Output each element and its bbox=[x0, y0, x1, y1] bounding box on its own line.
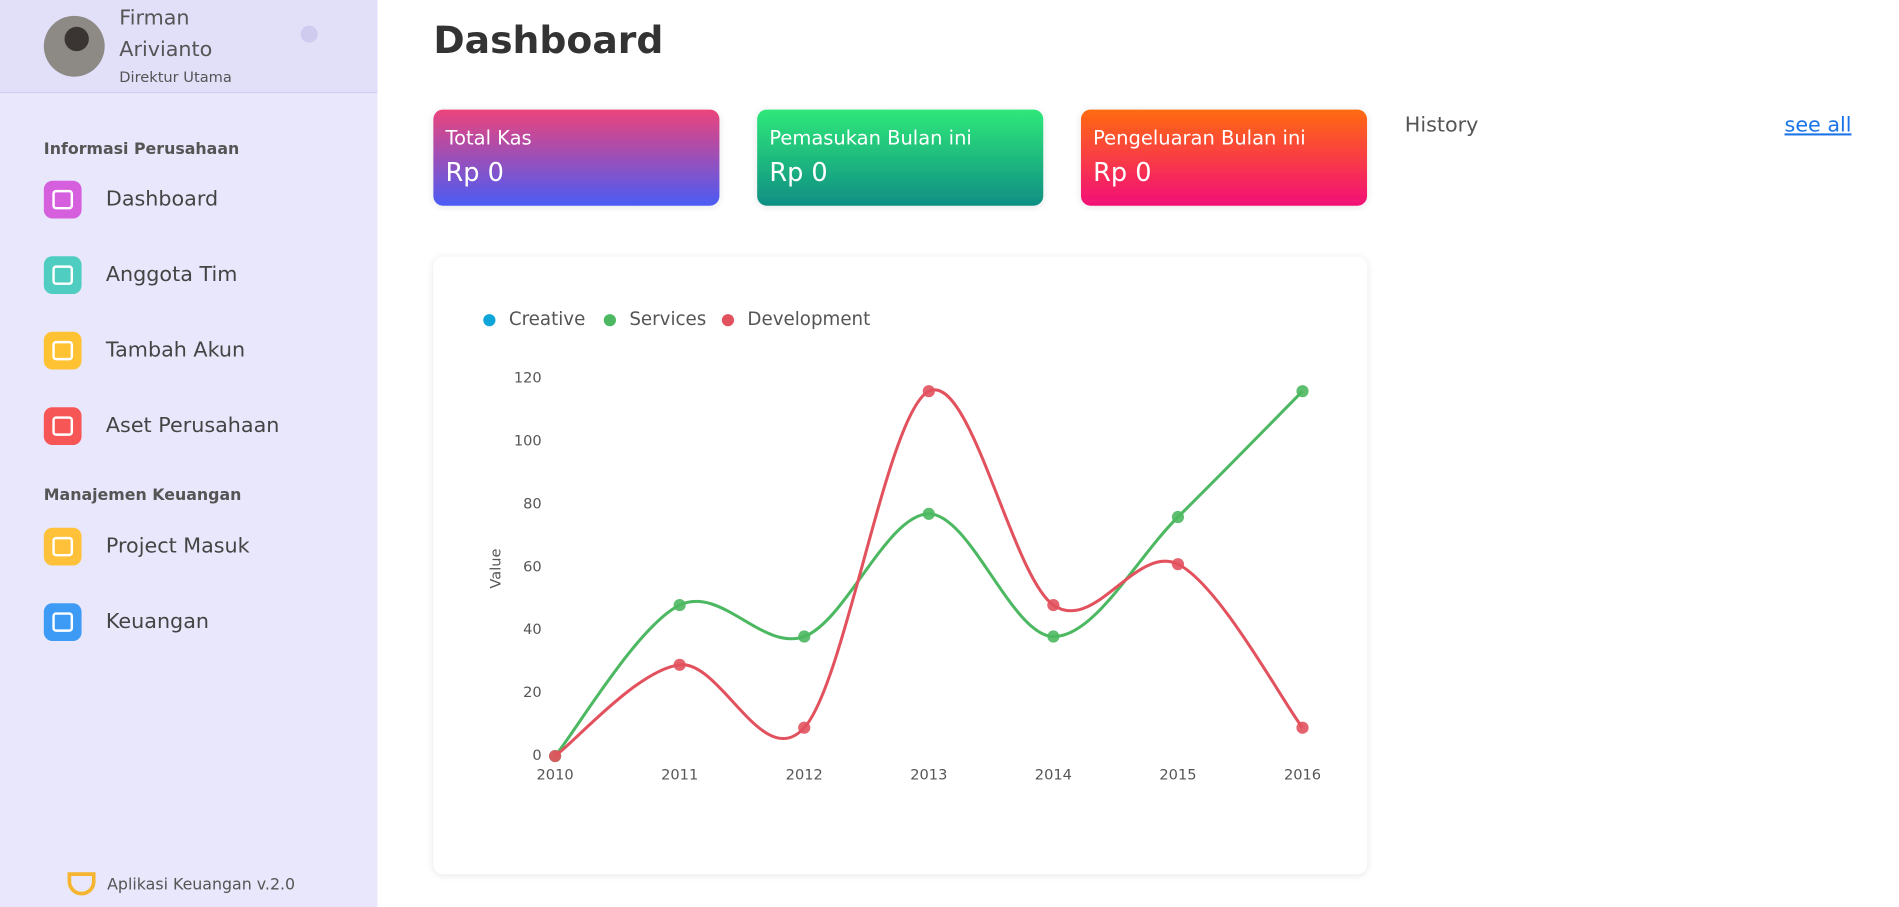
nav-icon-glyph bbox=[52, 265, 74, 285]
stat-card: Pengeluaran Bulan ini Rp 0 bbox=[1080, 109, 1368, 206]
x-tick-label: 2010 bbox=[537, 767, 574, 784]
nav-icon bbox=[43, 256, 82, 295]
legend-label: Services bbox=[629, 309, 706, 330]
avatar-face bbox=[64, 26, 89, 52]
legend-item[interactable]: Services bbox=[603, 309, 707, 330]
y-tick-label: 100 bbox=[514, 433, 542, 450]
legend-item[interactable]: Development bbox=[721, 309, 870, 330]
stat-card-label: Total Kas bbox=[445, 126, 532, 149]
app-logo bbox=[67, 872, 96, 896]
nav-item[interactable]: Aset Perusahaan bbox=[43, 407, 280, 445]
history-title: History bbox=[1405, 112, 1479, 136]
stat-card: Pemasukan Bulan ini Rp 0 bbox=[757, 109, 1044, 206]
y-tick-label: 80 bbox=[523, 495, 542, 512]
nav-icon bbox=[43, 180, 82, 219]
nav-item[interactable]: Project Masuk bbox=[43, 527, 250, 566]
stat-card-bg bbox=[433, 109, 720, 206]
nav-label: Keuangan bbox=[106, 609, 209, 633]
stat-card-bg bbox=[757, 109, 1044, 206]
data-point bbox=[549, 749, 562, 763]
section-title: Informasi Perusahaan bbox=[44, 139, 239, 158]
y-tick-label: 20 bbox=[523, 684, 542, 701]
nav-icon-glyph bbox=[52, 189, 74, 210]
user-name: Firman Arivianto bbox=[119, 6, 213, 63]
user-name-box: Firman Arivianto bbox=[119, 6, 213, 63]
nav-icon-glyph bbox=[52, 416, 74, 436]
sidebar bbox=[0, 0, 378, 907]
legend-item[interactable]: Creative bbox=[483, 309, 585, 330]
y-tick-label: 60 bbox=[523, 558, 542, 575]
nav-item[interactable]: Tambah Akun bbox=[43, 331, 245, 370]
nav-label: Tambah Akun bbox=[105, 338, 245, 362]
x-tick-label: 2015 bbox=[1159, 767, 1196, 784]
nav-item[interactable]: Keuangan bbox=[43, 603, 209, 641]
stat-card-label: Pengeluaran Bulan ini bbox=[1093, 126, 1306, 149]
x-tick-label: 2012 bbox=[786, 767, 823, 784]
data-point bbox=[798, 721, 811, 734]
footer: Aplikasi Keuangan v.2.0 bbox=[107, 875, 295, 894]
settings-icon[interactable] bbox=[300, 25, 318, 43]
x-tick-label: 2011 bbox=[661, 767, 698, 784]
y-tick-label: 40 bbox=[523, 621, 542, 638]
data-point bbox=[922, 385, 935, 398]
stat-card-value: Rp 0 bbox=[446, 158, 504, 188]
data-point bbox=[1296, 721, 1309, 734]
stat-card-label: Pemasukan Bulan ini bbox=[769, 126, 972, 149]
legend-dot bbox=[603, 314, 616, 327]
stat-card-value: Rp 0 bbox=[1093, 158, 1151, 188]
stat-card-bg bbox=[1080, 109, 1368, 206]
nav: Dashboard Anggota Tim Tambah Akun Aset Peru… bbox=[43, 180, 280, 641]
nav-icon bbox=[43, 407, 82, 445]
data-point bbox=[1171, 510, 1185, 524]
section-title: Manajemen Keuangan bbox=[44, 485, 242, 504]
chart-card bbox=[433, 256, 1368, 875]
nav-label: Project Masuk bbox=[106, 534, 250, 558]
y-axis-label: Value bbox=[488, 548, 505, 588]
legend-label: Development bbox=[747, 309, 870, 330]
nav-icon bbox=[43, 331, 82, 370]
nav-icon-glyph bbox=[52, 536, 74, 557]
data-point bbox=[1047, 630, 1060, 643]
data-point bbox=[673, 658, 686, 671]
y-tick-label: 0 bbox=[532, 747, 541, 764]
nav-label: Dashboard bbox=[106, 187, 218, 211]
page-title: Dashboard bbox=[433, 18, 663, 62]
data-point bbox=[1296, 385, 1309, 398]
data-point bbox=[798, 630, 811, 643]
nav-item[interactable]: Anggota Tim bbox=[43, 256, 238, 295]
stat-card-value: Rp 0 bbox=[769, 158, 827, 188]
nav-icon bbox=[43, 527, 82, 566]
data-point bbox=[673, 598, 686, 612]
y-tick-label: 120 bbox=[514, 370, 542, 387]
nav-icon-glyph bbox=[52, 340, 74, 361]
user-role: Direktur Utama bbox=[119, 69, 232, 86]
legend-dot bbox=[721, 314, 735, 327]
nav-label: Aset Perusahaan bbox=[106, 413, 279, 437]
nav-label: Anggota Tim bbox=[106, 262, 237, 286]
stat-card: Total Kas Rp 0 bbox=[433, 109, 720, 206]
nav-icon-glyph bbox=[52, 612, 74, 632]
x-tick-label: 2016 bbox=[1284, 767, 1321, 784]
chart: Value 0 20 40 60 80 100 120 2010 2011 2012 2013 201… bbox=[483, 309, 1321, 784]
x-tick-label: 2013 bbox=[910, 767, 947, 784]
nav-icon bbox=[43, 603, 82, 641]
legend-label: Creative bbox=[509, 309, 586, 330]
data-point bbox=[1047, 598, 1060, 612]
x-tick-label: 2014 bbox=[1035, 767, 1072, 784]
see-all-link[interactable]: see all bbox=[1785, 112, 1852, 136]
data-point bbox=[922, 507, 935, 520]
legend-dot bbox=[483, 314, 496, 327]
data-point bbox=[1171, 558, 1185, 571]
nav-item[interactable]: Dashboard bbox=[43, 180, 218, 219]
